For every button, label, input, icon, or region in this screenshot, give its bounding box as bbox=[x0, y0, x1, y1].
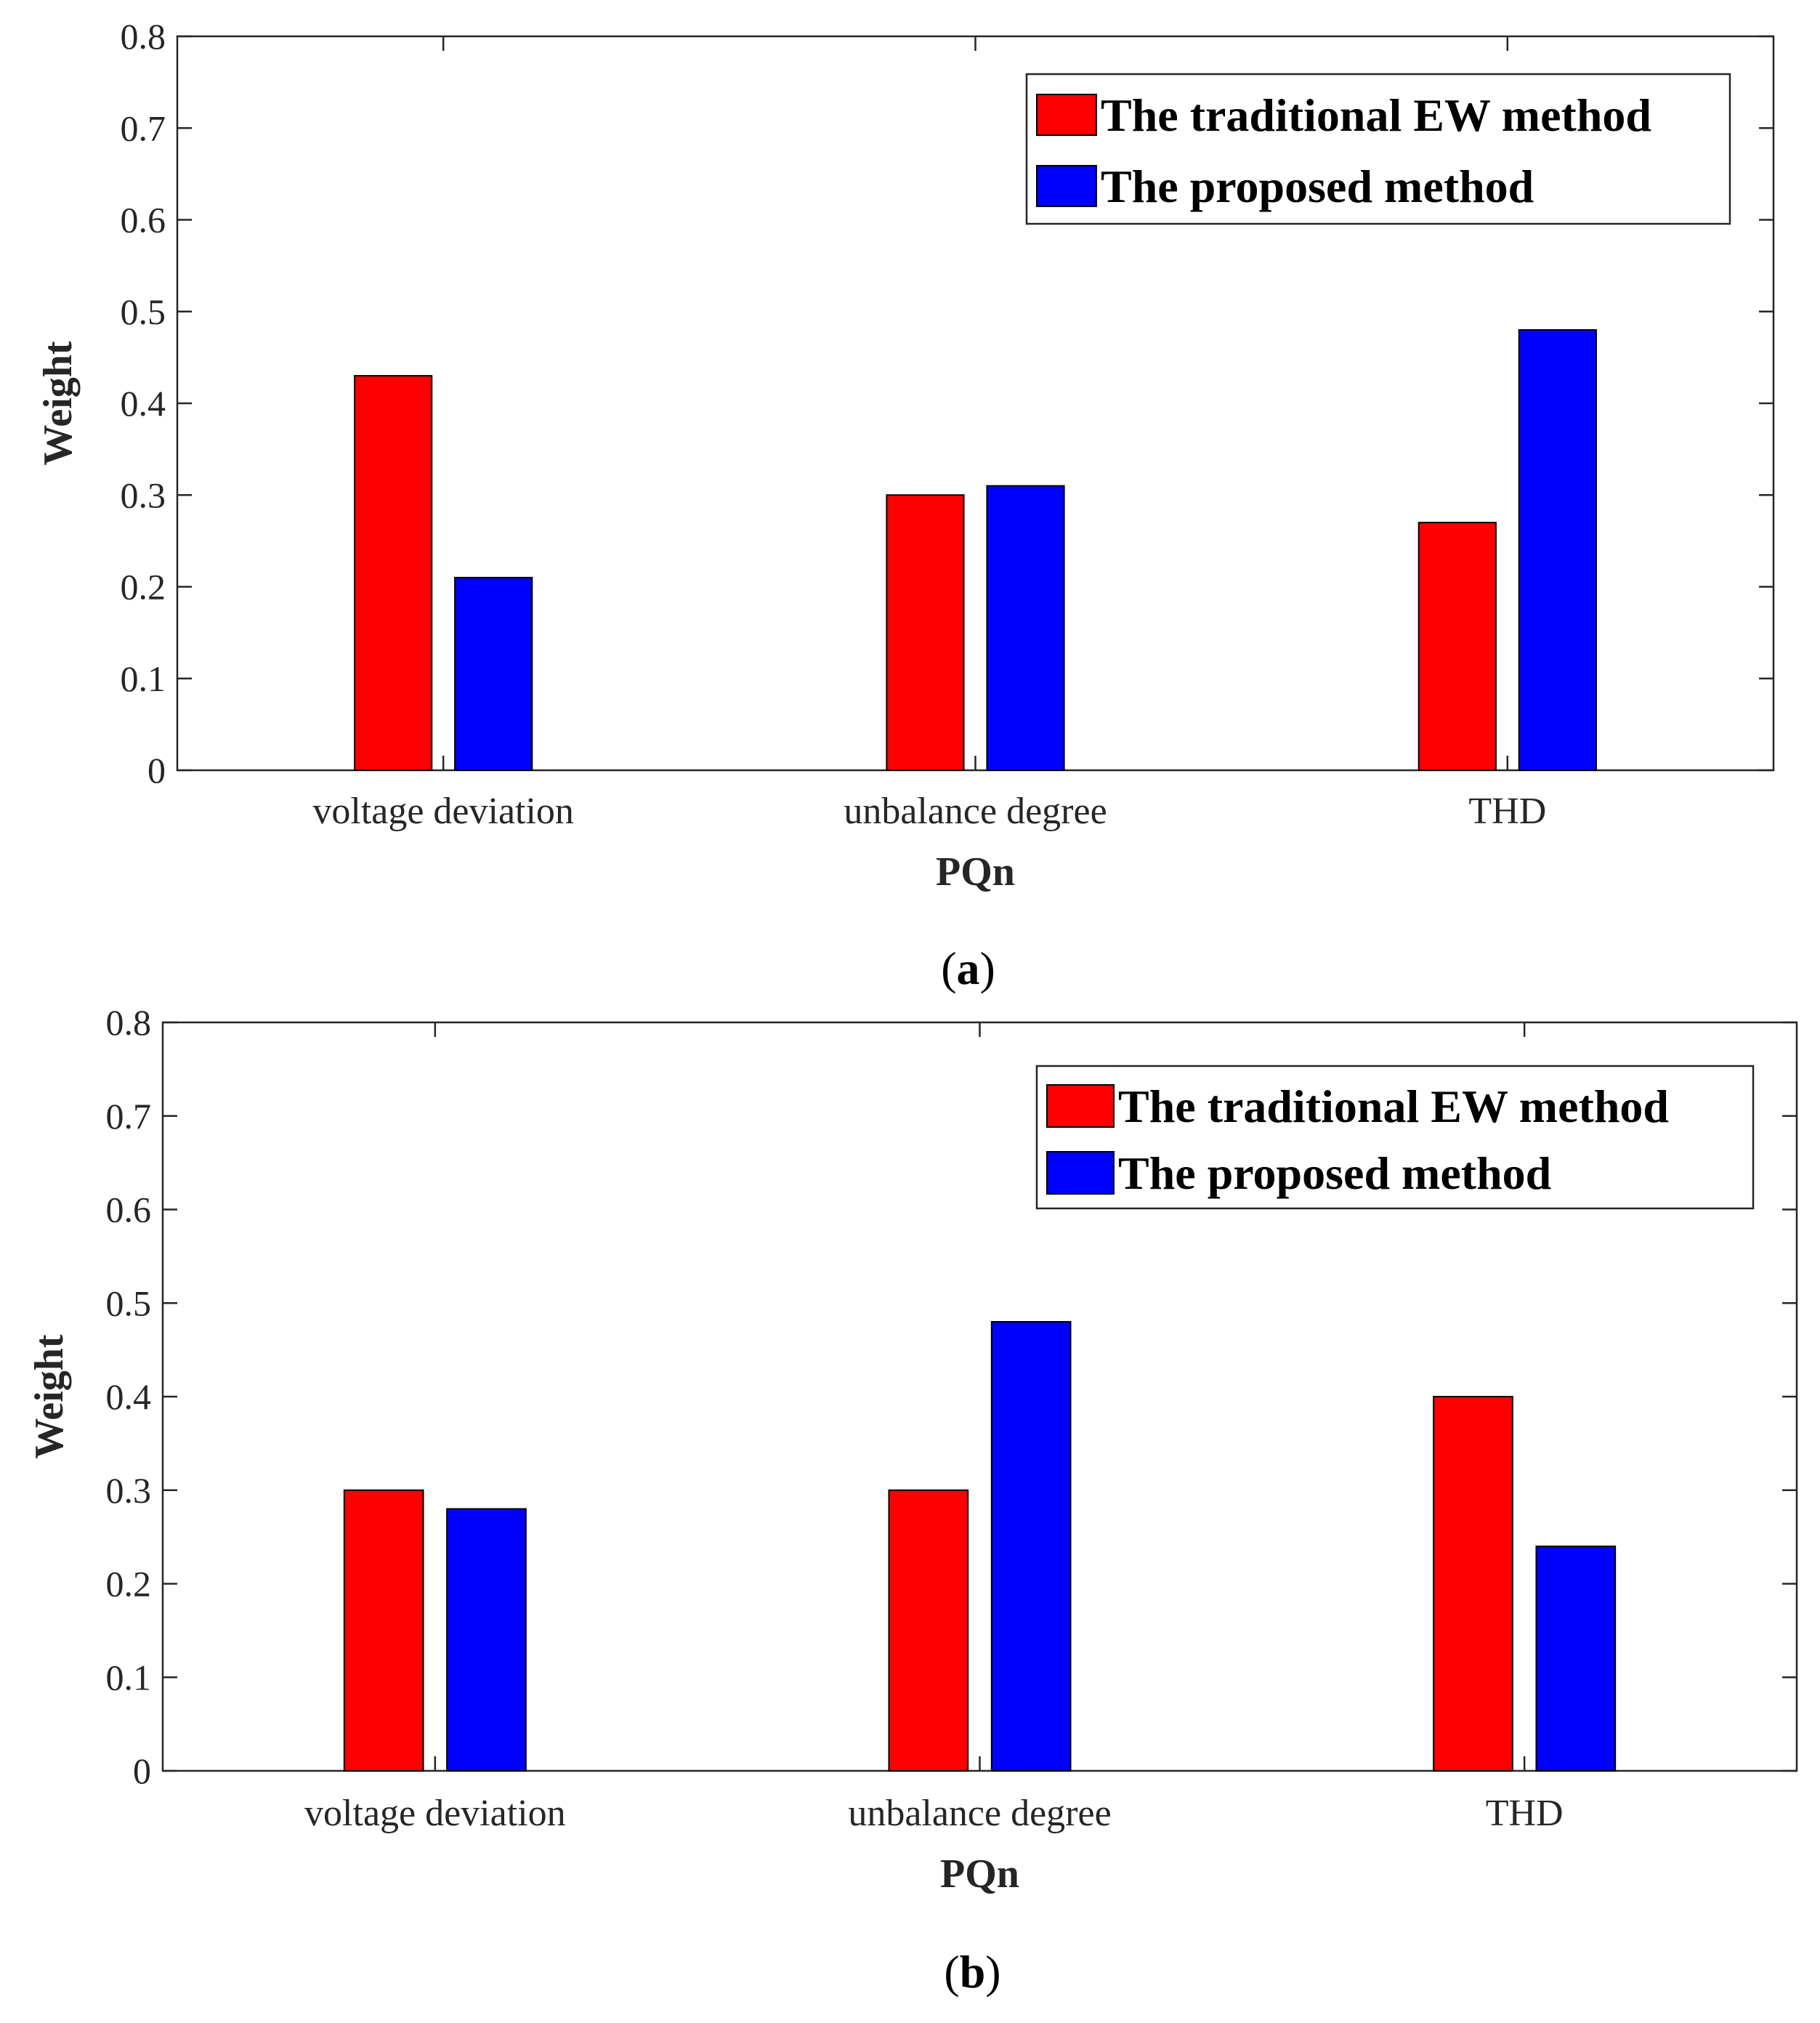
legend-box bbox=[1035, 1065, 1755, 1210]
legend-box bbox=[1025, 73, 1731, 225]
caption-open-paren: ( bbox=[941, 942, 956, 994]
legend-label-traditional-ew: The traditional EW method bbox=[1101, 89, 1651, 141]
y-tick-label: 0.5 bbox=[121, 291, 166, 332]
bar-proposed-1 bbox=[990, 1321, 1072, 1772]
panel-caption: (a) bbox=[941, 942, 995, 994]
x-category-label: THD bbox=[1486, 1793, 1564, 1834]
legend-swatch-proposed bbox=[1036, 165, 1097, 207]
chart-panel-b: 0 0.1 0.2 0.3 0.4 0.5 0.6 0.7 0.8 voltage deviati… bbox=[27, 1002, 1798, 1998]
y-tick-label: 0 bbox=[133, 1751, 151, 1791]
y-tick-label: 0.5 bbox=[106, 1283, 152, 1323]
bar-traditional-ew-0 bbox=[354, 375, 433, 771]
x-axis-title: PQn bbox=[940, 1852, 1019, 1897]
x-axis-title: PQn bbox=[936, 849, 1015, 895]
bar-proposed-0 bbox=[454, 576, 533, 771]
chart-panel-a: 0 0.1 0.2 0.3 0.4 0.5 0.6 0.7 0.8 voltage deviati… bbox=[36, 16, 1775, 994]
bar-proposed-0 bbox=[446, 1508, 527, 1772]
y-tick-label: 0.8 bbox=[121, 16, 166, 57]
x-category-label: voltage deviation bbox=[304, 1793, 566, 1834]
bar-proposed-2 bbox=[1535, 1546, 1617, 1772]
legend-swatch-traditional-ew bbox=[1046, 1084, 1115, 1128]
y-tick-label: 0.8 bbox=[106, 1002, 152, 1043]
caption-close-paren: ) bbox=[985, 1946, 1000, 1998]
bar-traditional-ew-1 bbox=[888, 1489, 969, 1772]
bar-traditional-ew-2 bbox=[1417, 522, 1497, 771]
x-category-label: unbalance degree bbox=[848, 1793, 1111, 1834]
legend-swatch-proposed bbox=[1046, 1151, 1115, 1195]
y-tick-label: 0.3 bbox=[106, 1470, 152, 1511]
y-tick-label: 0.6 bbox=[106, 1190, 152, 1230]
caption-letter: b bbox=[960, 1946, 986, 1998]
y-tick-label: 0.2 bbox=[121, 567, 166, 607]
y-tick-label: 0.2 bbox=[106, 1564, 152, 1604]
legend-swatch-traditional-ew bbox=[1036, 94, 1097, 136]
panel-caption: (b) bbox=[944, 1946, 1000, 1998]
y-tick-label: 0.7 bbox=[121, 108, 166, 148]
y-tick-label: 0 bbox=[147, 750, 166, 791]
caption-open-paren: ( bbox=[944, 1946, 959, 1998]
legend-label-proposed: The proposed method bbox=[1118, 1147, 1551, 1199]
y-axis-title: Weight bbox=[36, 341, 81, 465]
legend: The traditional EW method The proposed me… bbox=[1035, 1065, 1755, 1210]
legend-label-traditional-ew: The traditional EW method bbox=[1118, 1081, 1669, 1132]
y-axis-title: Weight bbox=[27, 1334, 72, 1458]
bar-traditional-ew-1 bbox=[886, 494, 965, 771]
x-category-label: voltage deviation bbox=[312, 791, 574, 832]
caption-close-paren: ) bbox=[980, 942, 995, 994]
x-category-label: THD bbox=[1468, 791, 1546, 832]
y-tick-label: 0.4 bbox=[106, 1376, 152, 1417]
bar-proposed-1 bbox=[986, 485, 1065, 771]
caption-letter: a bbox=[957, 942, 980, 994]
x-category-label: unbalance degree bbox=[844, 791, 1107, 832]
legend: The traditional EW method The proposed me… bbox=[1025, 73, 1731, 225]
bar-proposed-2 bbox=[1518, 329, 1597, 771]
y-tick-label: 0.6 bbox=[121, 200, 166, 241]
y-tick-label: 0.1 bbox=[121, 658, 166, 699]
y-tick-label: 0.1 bbox=[106, 1657, 152, 1697]
y-tick-label: 0.4 bbox=[121, 383, 166, 424]
bar-traditional-ew-2 bbox=[1433, 1396, 1513, 1772]
bar-traditional-ew-0 bbox=[343, 1489, 424, 1772]
legend-label-proposed: The proposed method bbox=[1101, 161, 1534, 212]
y-tick-label: 0.3 bbox=[121, 475, 166, 515]
y-tick-label: 0.7 bbox=[106, 1096, 152, 1136]
